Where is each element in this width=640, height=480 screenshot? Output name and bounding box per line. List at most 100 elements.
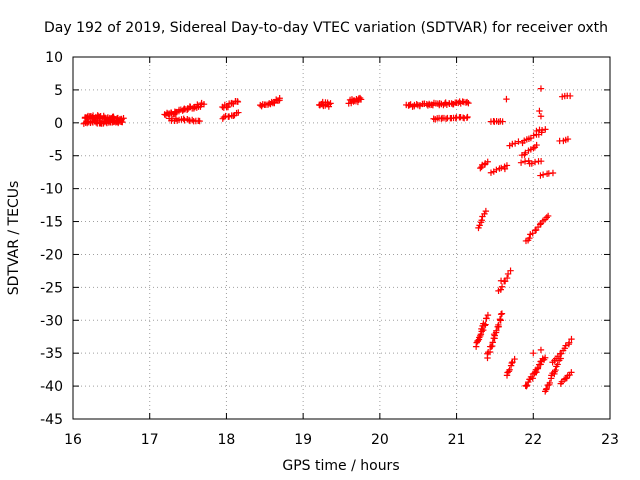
data-point	[495, 321, 502, 329]
y-tick-label: 10	[45, 50, 63, 66]
data-point	[483, 315, 490, 322]
data-point	[511, 140, 519, 147]
data-point	[541, 354, 549, 361]
data-point	[234, 98, 242, 106]
data-point	[356, 94, 364, 102]
data-point	[530, 349, 537, 357]
data-point	[537, 361, 544, 368]
data-point	[498, 283, 506, 290]
data-point	[517, 159, 525, 166]
data-point	[119, 118, 126, 126]
data-point	[511, 355, 518, 363]
data-point	[507, 267, 514, 274]
data-point	[484, 158, 491, 165]
data-point	[538, 126, 546, 134]
data-point	[534, 364, 541, 372]
data-point	[481, 210, 488, 218]
data-point	[480, 326, 487, 334]
data-point	[484, 311, 492, 319]
y-tick-label: -30	[40, 313, 63, 329]
x-tick-label: 17	[141, 432, 159, 448]
data-point	[537, 157, 545, 165]
y-tick-label: -45	[40, 412, 63, 428]
y-tick-label: -10	[40, 182, 63, 198]
data-point	[565, 339, 573, 346]
y-tick-label: 5	[54, 83, 63, 99]
data-point	[465, 99, 472, 107]
y-tick-label: -35	[40, 346, 63, 362]
data-point	[327, 100, 334, 107]
data-point	[503, 274, 511, 282]
data-point	[546, 379, 553, 387]
data-point	[200, 101, 208, 108]
data-point	[543, 214, 550, 221]
data-point	[276, 95, 283, 102]
y-tick-label: 0	[54, 116, 63, 132]
y-tick-label: -25	[40, 280, 63, 296]
data-point	[452, 114, 459, 122]
data-point	[523, 382, 530, 390]
chart-title: Day 192 of 2019, Sidereal Day-to-day VTE…	[44, 20, 608, 36]
x-tick-label: 23	[601, 432, 619, 448]
data-point	[525, 157, 532, 165]
data-point	[503, 95, 510, 103]
data-point	[530, 144, 537, 152]
data-point	[482, 321, 489, 328]
data-point	[543, 385, 550, 392]
data-point	[498, 164, 505, 172]
data-point	[501, 165, 509, 173]
data-point	[463, 98, 471, 106]
data-point	[504, 270, 512, 278]
data-point	[477, 331, 485, 338]
data-point	[566, 92, 574, 100]
data-point	[442, 115, 450, 123]
data-point	[481, 322, 489, 329]
data-point	[533, 127, 540, 135]
data-point	[536, 221, 544, 228]
data-point	[542, 126, 549, 133]
data-point	[120, 115, 127, 122]
data-point	[537, 113, 545, 120]
data-point	[196, 117, 203, 125]
data-point	[357, 96, 365, 103]
data-point	[537, 346, 545, 354]
data-point	[526, 234, 533, 242]
y-axis-label: SDTVAR / TECUs	[6, 181, 22, 296]
x-tick-label: 22	[524, 432, 542, 448]
data-point	[506, 366, 513, 373]
x-axis-label: GPS time / hours	[282, 458, 399, 474]
data-point	[499, 118, 506, 125]
data-point	[539, 171, 547, 178]
data-point	[486, 348, 494, 356]
data-point	[489, 339, 496, 346]
data-point	[531, 158, 539, 166]
y-tick-label: -40	[40, 379, 63, 395]
data-point	[509, 140, 516, 148]
data-point	[544, 212, 552, 220]
data-point	[537, 85, 545, 92]
data-point	[552, 366, 559, 374]
data-point	[554, 361, 561, 368]
data-point	[530, 132, 537, 139]
data-point	[498, 310, 506, 317]
x-tick-label: 19	[294, 432, 312, 448]
x-tick-label: 20	[371, 432, 389, 448]
data-point	[536, 107, 543, 115]
data-point	[496, 316, 504, 323]
data-point	[487, 169, 495, 176]
data-point	[497, 317, 504, 324]
data-point	[493, 327, 500, 334]
data-point	[224, 103, 232, 111]
data-point	[235, 109, 242, 116]
x-tick-label: 16	[64, 432, 82, 448]
x-tick-label: 21	[448, 432, 466, 448]
data-point	[515, 138, 522, 145]
grid-lines	[73, 57, 610, 419]
data-point	[493, 166, 500, 174]
data-point	[464, 113, 471, 121]
data-point	[478, 217, 485, 224]
y-tick-label: -5	[49, 149, 63, 165]
data-point	[497, 311, 505, 318]
y-tick-label: -20	[40, 247, 63, 263]
